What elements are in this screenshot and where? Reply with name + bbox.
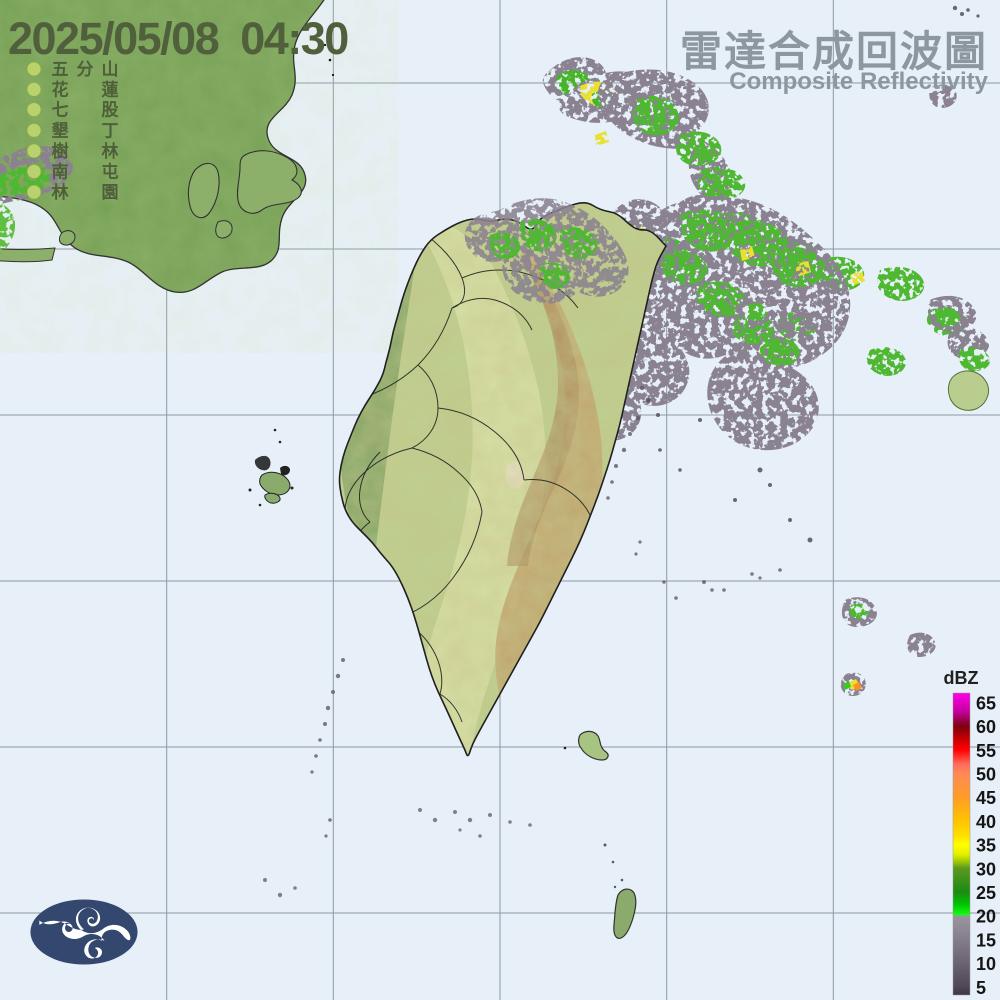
- svg-text:股: 股: [102, 101, 119, 120]
- svg-text:墾: 墾: [52, 121, 70, 140]
- svg-text:七: 七: [52, 101, 69, 120]
- svg-text:屯: 屯: [102, 162, 119, 182]
- svg-text:林: 林: [52, 182, 69, 202]
- svg-text:分: 分: [77, 60, 94, 79]
- svg-text:園: 園: [102, 183, 119, 202]
- svg-text:蓮: 蓮: [102, 79, 119, 99]
- svg-text:山: 山: [102, 60, 119, 79]
- svg-text:花: 花: [52, 79, 69, 99]
- svg-text:樹: 樹: [52, 141, 69, 161]
- svg-text:林: 林: [102, 141, 119, 161]
- svg-text:五: 五: [52, 60, 69, 79]
- svg-text:南: 南: [52, 162, 69, 182]
- svg-text:丁: 丁: [102, 121, 119, 140]
